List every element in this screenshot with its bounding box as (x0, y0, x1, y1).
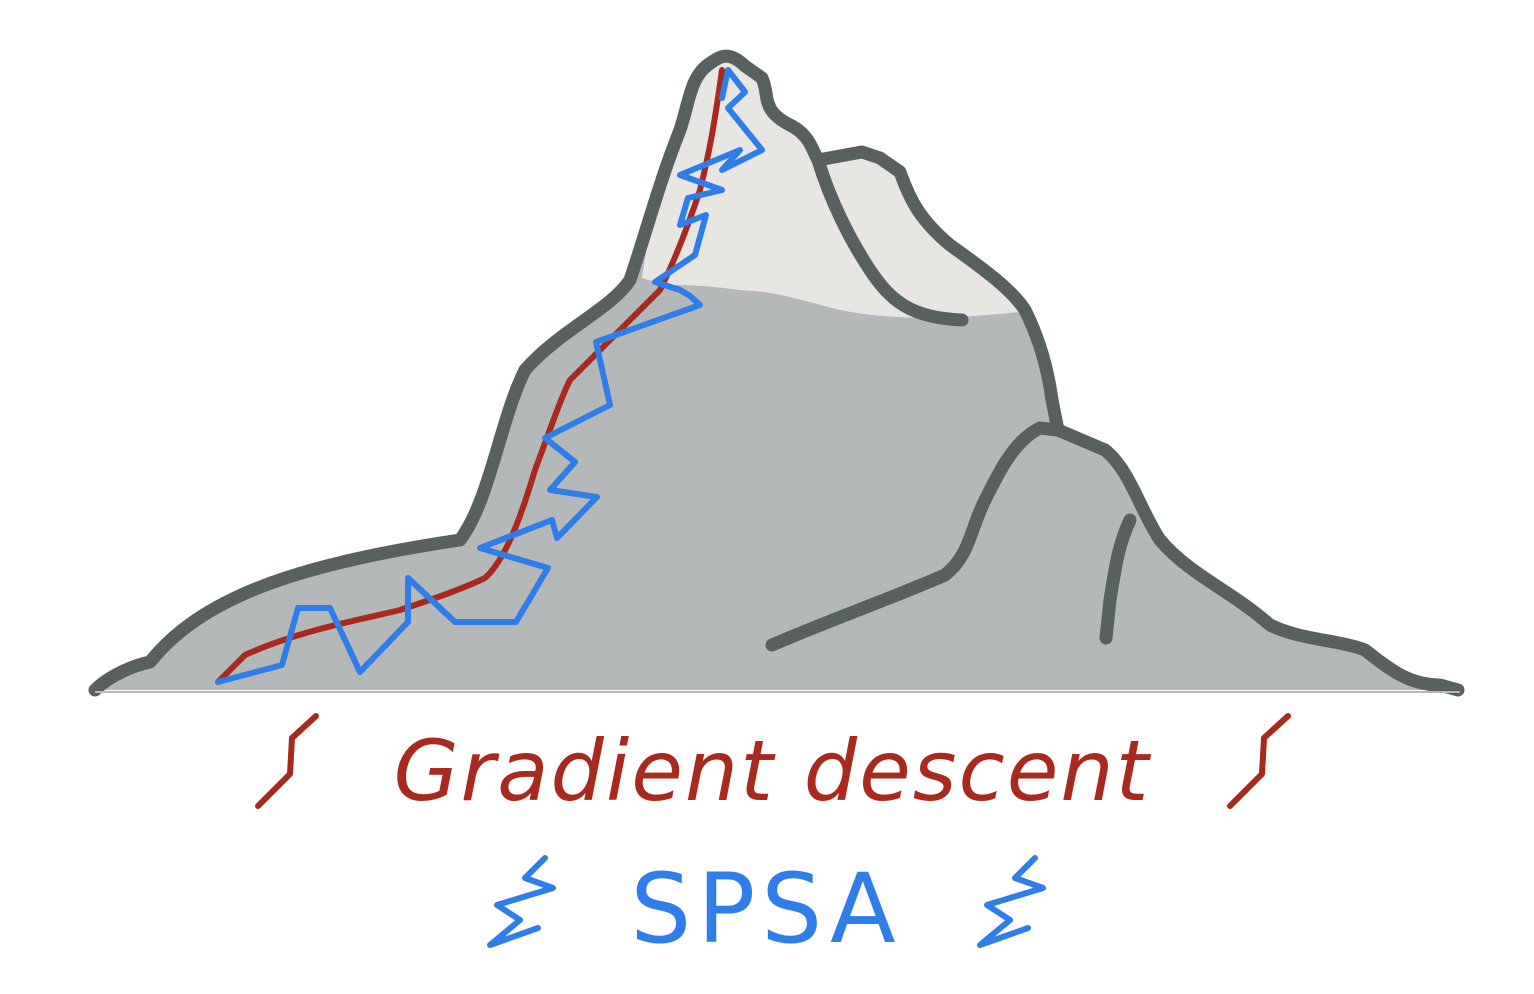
zigzag-icon (487, 855, 556, 948)
spsa-path (215, 67, 765, 685)
ridge-line-upper (811, 153, 969, 327)
mountain-body (95, 60, 1458, 690)
gradient-descent-label: Gradient descent (393, 722, 1151, 820)
ridge-line-lower (765, 421, 1065, 652)
zigzag-icon (977, 855, 1046, 948)
spsa-label: SPSA (630, 853, 901, 965)
smooth-step-icon (1227, 713, 1291, 809)
mountain-outline (88, 49, 1465, 697)
smooth-step-icon (255, 713, 319, 809)
ridge-line-small (1099, 513, 1137, 645)
